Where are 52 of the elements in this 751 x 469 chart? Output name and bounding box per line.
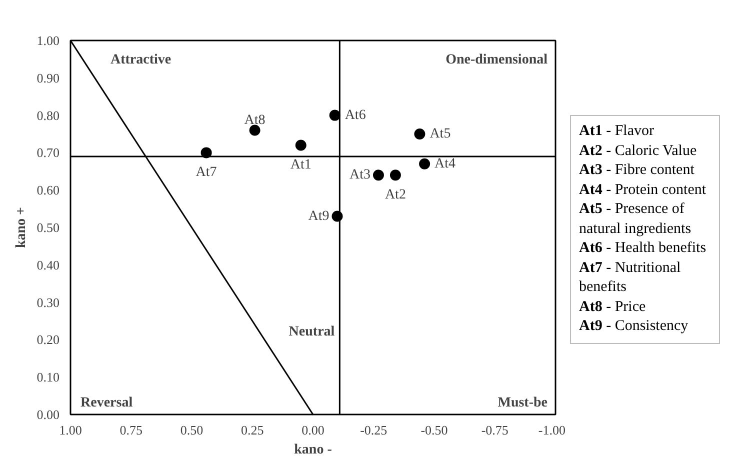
y-tick-label: 0.20 [36,332,60,348]
x-axis-title: kano - [294,442,332,458]
x-tick-label: -0.75 [481,422,508,438]
x-tick-label: -1.00 [538,422,566,438]
series-label: At5 [430,126,451,142]
y-tick-label: 0.30 [36,294,60,310]
text: At4 - Protein content [579,180,708,200]
text: At5 - Presence of natural ingredients [579,200,692,238]
text: At8 - Price [579,298,647,316]
x-tick-label: 1.00 [59,422,82,438]
point [390,170,401,181]
y-tick-label: 0.90 [36,70,60,86]
point [372,170,384,181]
annotation: Reversal [80,396,133,410]
x-tick-label: -0.25 [360,422,388,438]
annotation: One-dimensional [446,52,548,68]
y-tick-label: 0.40 [36,257,60,272]
series-label: At3 [349,168,370,183]
y-tick-label: 0.70 [36,145,60,160]
series-label: At4 [434,156,456,172]
point [249,124,260,136]
series-label: At2 [384,188,406,203]
series-label: At8 [244,112,266,128]
series-label: At7 [196,165,217,180]
x-tick-label: -0.50 [420,422,448,438]
series-label: At1 [290,158,312,173]
point [414,128,426,140]
y-tick-label: 1.00 [36,33,60,48]
series-label: At9 [308,208,330,224]
annotation: Must-be [498,396,548,410]
text: At7 - Nutritional benefits [579,258,682,297]
x-tick-label: 0.75 [120,422,142,438]
point [295,140,306,151]
text: At1 - Flavor [579,122,655,141]
text: At6 - Health benefits [579,239,708,258]
y-tick-label: 0.60 [36,182,60,198]
series-label: At6 [344,108,366,123]
annotation: Attractive [110,52,172,68]
y-tick-label: 0.50 [36,220,60,235]
text: At2 - Caloric Value [579,142,698,160]
y-tick-label: 0.80 [36,108,60,123]
y-tick-label: 0.10 [36,370,60,385]
y-axis-title: kano + [14,206,29,248]
text: At9 - Consistency [579,317,690,336]
x-tick-label: 0.00 [302,422,324,438]
point [329,110,340,121]
y-tick-label: 0.00 [36,407,60,422]
x-tick-label: 0.25 [241,422,264,438]
x-tick-label: 0.50 [180,422,204,438]
text: At3 - Fibre content [579,161,696,180]
annotation: Neutral [288,324,335,340]
point [419,158,430,170]
